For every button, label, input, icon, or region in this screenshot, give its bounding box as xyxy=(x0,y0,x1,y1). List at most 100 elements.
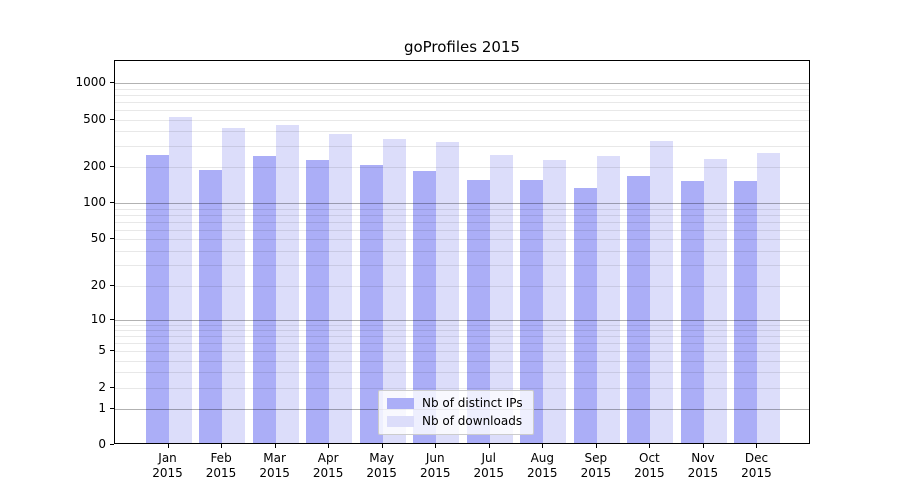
x-tick-year: 2015 xyxy=(205,466,237,480)
gridline xyxy=(115,110,809,112)
gridline xyxy=(115,229,809,231)
x-tick-month: Dec xyxy=(744,451,769,465)
bar-distinct-ips-may xyxy=(359,165,383,443)
gridline xyxy=(115,343,809,345)
y-tick-label: 100 xyxy=(83,195,106,210)
bar-distinct-ips-apr xyxy=(306,159,330,443)
gridline xyxy=(115,119,809,121)
gridline xyxy=(115,83,809,85)
x-tick-month: Jun xyxy=(425,451,445,465)
x-tick-year: 2015 xyxy=(312,466,344,480)
bar-downloads-sep xyxy=(596,156,620,443)
gridline xyxy=(115,88,809,90)
legend-label-distinct-ips: Nb of distinct IPs xyxy=(422,396,523,410)
y-tick-label: 0 xyxy=(98,437,106,451)
gridline xyxy=(115,351,809,353)
gridline xyxy=(115,146,809,148)
gridline xyxy=(115,330,809,331)
y-tick-label: 10 xyxy=(90,311,106,326)
x-tick-month: Feb xyxy=(210,451,232,465)
gridline xyxy=(115,239,809,241)
bar-downloads-jun xyxy=(436,142,460,443)
bar-distinct-ips-sep xyxy=(573,187,597,443)
x-tick-year: 2015 xyxy=(527,466,558,480)
x-tick-label: May 2015 xyxy=(354,451,410,481)
x-tick-month: Nov xyxy=(691,451,715,465)
gridline xyxy=(115,265,809,267)
x-tick-mark xyxy=(595,444,597,448)
x-tick-label: Mar 2015 xyxy=(247,451,303,481)
y-tick-mark xyxy=(110,407,114,409)
bar-distinct-ips-jun xyxy=(413,170,437,443)
y-tick-label: 5 xyxy=(98,343,106,358)
legend-swatch-distinct-ips xyxy=(387,397,414,409)
gridline xyxy=(115,221,809,223)
x-tick-mark xyxy=(702,444,704,448)
x-tick-label: Jan 2015 xyxy=(140,451,196,481)
x-tick-mark xyxy=(488,444,490,448)
bar-distinct-ips-feb xyxy=(199,170,223,443)
y-tick-label: 500 xyxy=(83,111,106,126)
x-tick-month: Apr xyxy=(317,451,339,465)
y-tick-mark xyxy=(110,444,114,445)
y-tick-label: 1000 xyxy=(75,75,106,90)
y-tick-mark xyxy=(110,284,114,286)
chart-title: goProfiles 2015 xyxy=(403,38,521,56)
legend-item-distinct-ips: Nb of distinct IPs xyxy=(387,396,523,410)
x-tick-label: Aug 2015 xyxy=(514,451,570,481)
bar-distinct-ips-oct xyxy=(627,176,651,443)
legend-item-downloads: Nb of downloads xyxy=(387,414,523,428)
bar-distinct-ips-jan xyxy=(145,154,169,443)
x-tick-label: Oct 2015 xyxy=(621,451,677,481)
x-tick-year: 2015 xyxy=(366,466,397,480)
x-tick-label: Jul 2015 xyxy=(461,451,517,481)
y-tick-mark xyxy=(110,166,114,168)
x-tick-year: 2015 xyxy=(419,466,451,480)
x-tick-month: May xyxy=(369,451,395,465)
bar-downloads-feb xyxy=(222,127,246,443)
x-tick-month: Jul xyxy=(481,451,496,465)
x-tick-mark xyxy=(756,444,758,448)
x-tick-mark xyxy=(381,444,383,448)
x-tick-year: 2015 xyxy=(259,466,290,480)
gridline xyxy=(115,324,809,326)
y-tick-mark xyxy=(110,386,114,388)
x-tick-label: Dec 2015 xyxy=(728,451,784,481)
gridline xyxy=(115,131,809,133)
plot-area: Nb of distinct IPs Nb of downloads xyxy=(114,60,810,444)
x-tick-mark xyxy=(167,444,169,448)
x-tick-label: Sep 2015 xyxy=(568,451,624,481)
y-tick-mark xyxy=(110,118,114,120)
x-tick-year: 2015 xyxy=(687,466,719,480)
y-tick-mark xyxy=(110,318,114,320)
gridline xyxy=(115,208,809,210)
x-tick-year: 2015 xyxy=(741,466,772,480)
y-tick-mark xyxy=(110,350,114,352)
legend-swatch-downloads xyxy=(387,415,414,427)
x-tick-label: Apr 2015 xyxy=(300,451,356,481)
x-tick-month: Mar xyxy=(263,451,286,465)
x-tick-mark xyxy=(435,444,437,448)
gridline xyxy=(115,102,809,104)
bar-downloads-jan xyxy=(168,116,192,443)
x-tick-month: Jan xyxy=(158,451,177,465)
bar-downloads-oct xyxy=(650,141,674,443)
gridline xyxy=(115,203,809,205)
bar-downloads-mar xyxy=(275,124,299,443)
x-tick-mark xyxy=(221,444,223,448)
bar-downloads-apr xyxy=(329,133,353,443)
y-tick-label: 50 xyxy=(90,231,106,246)
x-tick-label: Nov 2015 xyxy=(675,451,731,481)
gridline xyxy=(115,250,809,252)
x-tick-label: Jun 2015 xyxy=(407,451,463,481)
y-tick-label: 2 xyxy=(98,379,106,394)
gridline xyxy=(115,372,809,374)
gridline xyxy=(115,319,809,321)
gridline xyxy=(115,360,809,362)
x-tick-label: Feb 2015 xyxy=(193,451,249,481)
bar-distinct-ips-aug xyxy=(520,179,544,443)
x-tick-month: Oct xyxy=(639,451,660,465)
y-tick-label: 20 xyxy=(90,277,106,292)
y-tick-label: 1 xyxy=(98,400,106,415)
gridline xyxy=(115,95,809,97)
